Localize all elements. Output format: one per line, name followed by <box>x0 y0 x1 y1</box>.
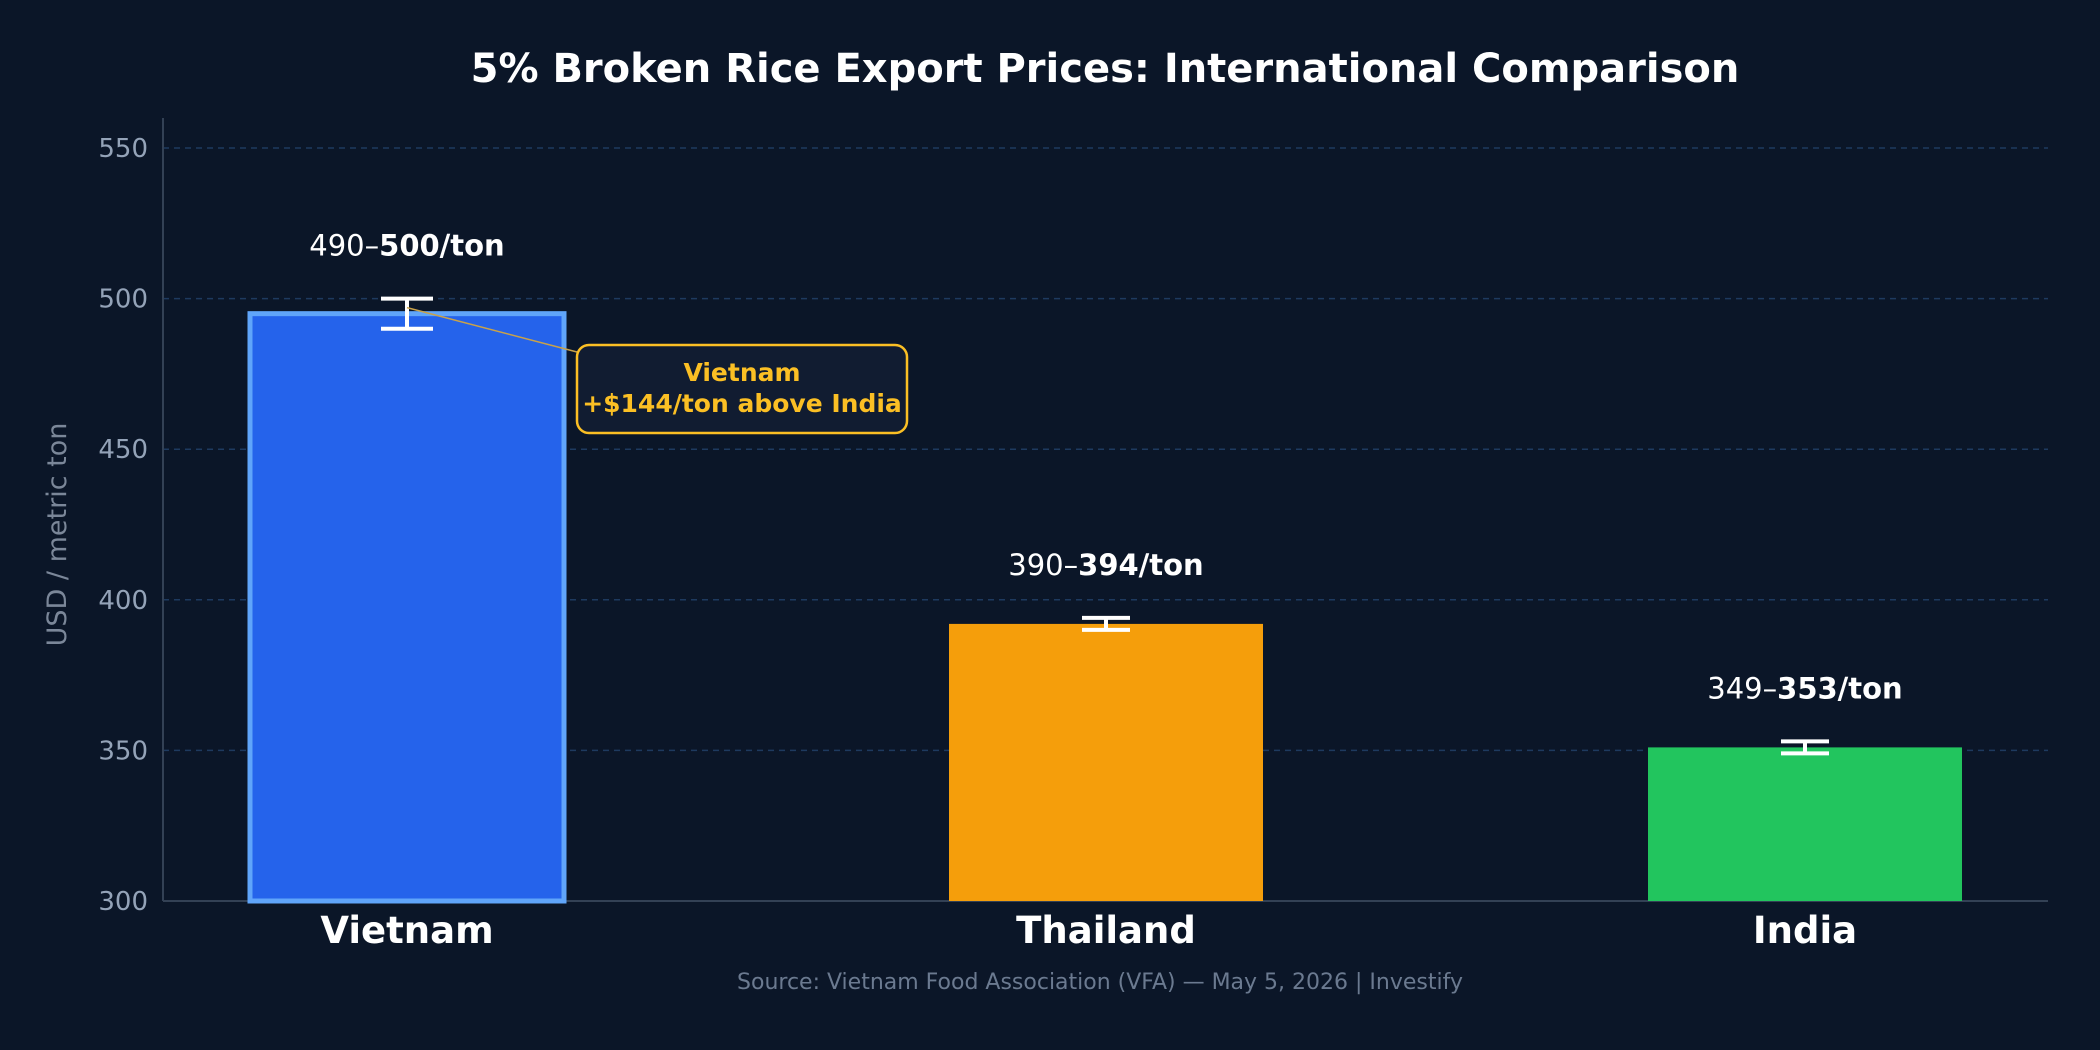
x-tick-thailand: Thailand <box>1016 909 1196 952</box>
y-tick-400: 400 <box>98 586 148 616</box>
bar-thailand <box>949 623 1263 901</box>
y-tick-300: 300 <box>98 887 148 917</box>
y-axis-label: USD / metric ton <box>42 423 73 647</box>
annotation-leader-line <box>406 306 578 353</box>
chart-title: 5% Broken Rice Export Prices: Internatio… <box>471 46 1740 92</box>
data-labels: 490–500/ton 390–394/ton 349–353/ton <box>309 229 1902 706</box>
annotation-line-2: +$144/ton above India <box>582 389 902 418</box>
y-axis-ticks: 300 350 400 450 500 550 <box>98 134 148 917</box>
data-label-low-india: 349– <box>1707 671 1777 705</box>
x-tick-vietnam: Vietnam <box>320 909 493 952</box>
y-tick-450: 450 <box>98 435 148 465</box>
source-note: Source: Vietnam Food Association (VFA) —… <box>737 970 1463 995</box>
y-tick-550: 550 <box>98 134 148 164</box>
data-label-high-india: 353/ton <box>1777 671 1903 705</box>
error-bar-thailand <box>1082 615 1130 632</box>
error-bar-india <box>1781 739 1829 756</box>
x-axis-ticks: Vietnam Thailand India <box>320 909 1857 952</box>
data-label-india: 349–353/ton <box>1707 671 1902 705</box>
data-label-high-thailand: 394/ton <box>1078 548 1204 582</box>
annotation-line-1: Vietnam <box>683 358 800 387</box>
annotation-box <box>575 343 909 435</box>
bar-vietnam <box>247 311 567 904</box>
data-label-high-vietnam: 500/ton <box>379 229 505 263</box>
y-tick-350: 350 <box>98 736 148 766</box>
error-bar-vietnam <box>381 296 433 331</box>
data-label-low-thailand: 390– <box>1008 548 1078 582</box>
data-label-low-vietnam: 490– <box>309 229 379 263</box>
error-bars <box>381 296 1829 756</box>
bars <box>247 311 1962 904</box>
data-label-vietnam: 490–500/ton <box>309 229 504 263</box>
x-tick-india: India <box>1753 909 1857 952</box>
bar-india <box>1648 747 1962 901</box>
annotation-callout: Vietnam +$144/ton above India <box>406 306 909 435</box>
y-tick-500: 500 <box>98 285 148 315</box>
data-label-thailand: 390–394/ton <box>1008 548 1203 582</box>
